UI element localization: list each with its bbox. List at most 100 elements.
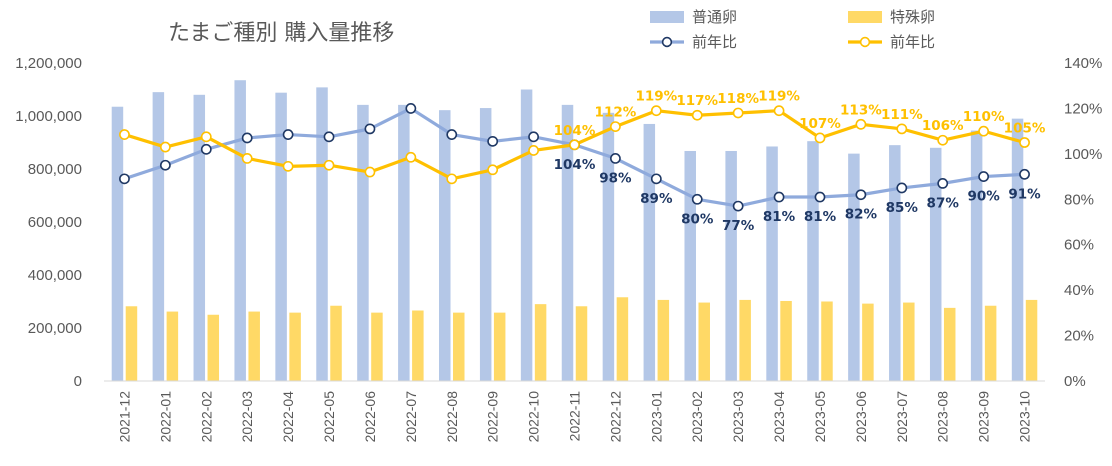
normal-egg-yoy-marker xyxy=(364,123,376,135)
normal-egg-yoy-marker xyxy=(773,191,785,203)
special-egg-bar xyxy=(821,301,833,381)
normal-egg-bar xyxy=(848,153,860,381)
normal-egg-yoy-label: 77% xyxy=(722,218,755,234)
normal-egg-bar xyxy=(111,106,124,381)
special-egg-yoy-marker xyxy=(119,129,130,140)
normal-egg-yoy-marker xyxy=(814,191,826,203)
normal-egg-yoy-marker xyxy=(650,173,662,185)
special-egg-bar xyxy=(371,312,383,381)
x-tick-label: 2022-04 xyxy=(280,391,296,443)
normal-egg-yoy-marker xyxy=(855,189,867,201)
normal-egg-yoy-marker xyxy=(446,129,458,140)
right-tick-label: 60% xyxy=(1064,237,1094,254)
special-egg-yoy-marker xyxy=(978,125,990,137)
right-tick-label: 120% xyxy=(1064,100,1102,117)
x-tick-label: 2022-02 xyxy=(198,391,214,443)
normal-egg-yoy-marker xyxy=(610,152,621,164)
special-egg-yoy-label: 118% xyxy=(717,91,759,107)
x-tick-label: 2022-06 xyxy=(362,391,378,443)
normal-egg-bar xyxy=(275,92,287,382)
special-egg-yoy-marker xyxy=(855,118,867,130)
special-egg-yoy-marker xyxy=(364,166,376,178)
normal-egg-yoy-label: 90% xyxy=(967,189,1000,205)
normal-egg-yoy-marker xyxy=(691,193,703,205)
special-egg-yoy-marker xyxy=(487,164,499,176)
legend-label: 前年比 xyxy=(692,33,737,51)
special-egg-yoy-marker xyxy=(773,105,785,117)
special-egg-bar xyxy=(166,311,179,381)
special-egg-bar xyxy=(248,311,260,381)
normal-egg-yoy-marker xyxy=(200,143,212,155)
special-egg-yoy-label: 112% xyxy=(595,105,637,121)
x-tick-label: 2023-08 xyxy=(935,391,951,443)
x-tick-label: 2023-04 xyxy=(771,391,787,443)
special-egg-bar xyxy=(453,312,465,381)
special-egg-yoy-marker xyxy=(446,173,458,185)
normal-egg-yoy-label: 81% xyxy=(804,209,837,225)
normal-egg-bar xyxy=(193,94,206,382)
special-egg-yoy-marker xyxy=(650,105,662,117)
special-egg-yoy-label: 107% xyxy=(799,116,841,132)
x-tick-label: 2023-05 xyxy=(812,391,828,443)
normal-egg-yoy-label: 91% xyxy=(1008,186,1041,202)
x-tick-label: 2023-02 xyxy=(689,391,705,443)
special-egg-yoy-marker xyxy=(610,121,621,132)
special-egg-yoy-label: 117% xyxy=(676,93,718,109)
x-tick-label: 2023-03 xyxy=(730,391,746,443)
x-tick-label: 2023-09 xyxy=(976,391,992,443)
normal-egg-bar xyxy=(807,141,819,381)
chart-title: たまご種別 購入量推移 xyxy=(168,21,394,46)
special-egg-yoy-label: 106% xyxy=(922,118,964,134)
special-egg-yoy-label: 119% xyxy=(635,89,677,105)
special-egg-bar xyxy=(534,304,547,381)
x-tick-label: 2022-07 xyxy=(403,391,419,443)
normal-egg-bar xyxy=(725,150,737,381)
special-egg-bar xyxy=(862,303,874,381)
normal-egg-bar xyxy=(152,92,165,382)
left-tick-label: 1,200,000 xyxy=(15,55,82,72)
normal-egg-yoy-marker xyxy=(732,200,744,212)
special-egg-bar xyxy=(943,307,956,381)
line-series-group: 104%98%89%80% 77%81% 81% 82% 85% 87% 90% 91%104… xyxy=(119,89,1046,234)
normal-egg-yoy-label: 87% xyxy=(927,195,960,211)
special-egg-yoy-marker xyxy=(691,109,703,121)
normal-egg-yoy-label: 80% xyxy=(681,211,714,227)
legend-swatch-bar xyxy=(848,11,882,23)
x-tick-label: 2022-11 xyxy=(567,391,583,442)
normal-egg-bar xyxy=(602,112,615,381)
normal-egg-yoy-marker xyxy=(405,103,417,114)
normal-egg-yoy-label: 89% xyxy=(640,191,673,207)
normal-egg-yoy-label: 98% xyxy=(599,170,632,186)
normal-egg-bar xyxy=(439,110,451,382)
special-egg-bar xyxy=(207,314,220,381)
legend-label: 普通卵 xyxy=(692,8,737,26)
right-tick-label: 40% xyxy=(1064,282,1094,299)
left-tick-label: 1,000,000 xyxy=(15,108,82,125)
x-tick-label: 2022-12 xyxy=(607,391,623,443)
normal-egg-bar xyxy=(766,146,778,381)
x-tick-label: 2022-03 xyxy=(239,391,255,443)
normal-egg-bar xyxy=(316,87,328,381)
normal-egg-bar xyxy=(643,123,656,381)
legend-label: 前年比 xyxy=(890,33,935,51)
special-egg-yoy-label: 119% xyxy=(758,89,800,105)
normal-egg-yoy-marker xyxy=(323,131,335,143)
special-egg-yoy-label: 110% xyxy=(963,109,1005,125)
normal-egg-yoy-marker xyxy=(282,129,294,140)
left-axis: 0 200,000 400,000 600,000 800,000 1,000,000 1,… xyxy=(15,55,82,390)
special-egg-bar xyxy=(739,299,751,381)
special-egg-bar xyxy=(984,305,997,381)
x-tick-label: 2022-10 xyxy=(526,391,542,443)
x-tick-label: 2023-07 xyxy=(894,391,910,443)
normal-egg-yoy-marker xyxy=(159,159,171,171)
special-egg-bar xyxy=(903,302,915,381)
special-egg-yoy-marker xyxy=(282,160,294,172)
left-tick-label: 0 xyxy=(74,373,82,390)
normal-egg-bar xyxy=(357,104,369,382)
special-egg-bar xyxy=(412,310,424,381)
special-egg-yoy-marker xyxy=(405,151,417,163)
x-tick-label: 2022-05 xyxy=(321,391,337,443)
special-egg-yoy-marker xyxy=(937,134,949,146)
legend-label: 特殊卵 xyxy=(890,8,935,26)
